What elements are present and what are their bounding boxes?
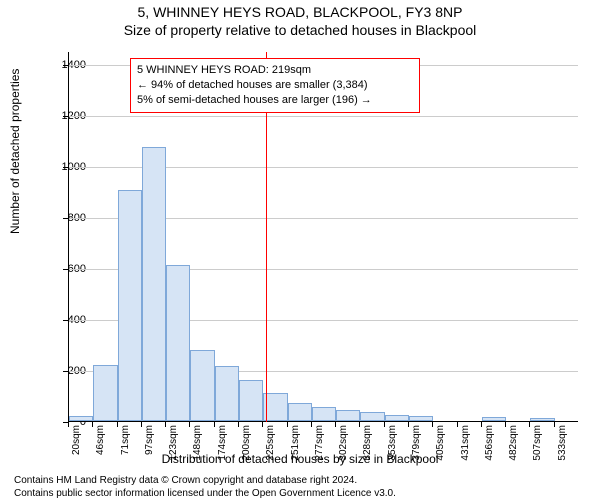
x-tick-label: 20sqm bbox=[71, 425, 82, 455]
histogram-bar bbox=[142, 147, 166, 421]
x-axis-label: Distribution of detached houses by size … bbox=[0, 452, 600, 466]
histogram-bar bbox=[312, 407, 336, 421]
footer-line-2: Contains public sector information licen… bbox=[14, 488, 396, 501]
histogram-bar bbox=[385, 415, 409, 421]
histogram-bar bbox=[215, 366, 239, 421]
footer-attribution: Contains HM Land Registry data © Crown c… bbox=[14, 475, 396, 500]
histogram-bar bbox=[118, 190, 142, 421]
y-axis-label: Number of detached properties bbox=[8, 69, 22, 234]
callout-line-2: ← 94% of detached houses are smaller (3,… bbox=[137, 78, 413, 93]
histogram-bar bbox=[482, 417, 506, 421]
histogram-bar bbox=[93, 365, 117, 421]
x-tick-label: 71sqm bbox=[120, 425, 131, 455]
histogram-bar bbox=[190, 350, 214, 421]
histogram-bar bbox=[360, 412, 384, 421]
page-title-subtitle: Size of property relative to detached ho… bbox=[0, 22, 600, 38]
page-title-address: 5, WHINNEY HEYS ROAD, BLACKPOOL, FY3 8NP bbox=[0, 4, 600, 20]
histogram-bar bbox=[336, 410, 360, 421]
x-tick-label: 97sqm bbox=[144, 425, 155, 455]
histogram-bar bbox=[239, 380, 263, 421]
callout-line-3: 5% of semi-detached houses are larger (1… bbox=[137, 93, 413, 108]
histogram-bar bbox=[530, 418, 554, 421]
histogram-bar bbox=[263, 393, 287, 421]
property-callout-box: 5 WHINNEY HEYS ROAD: 219sqm ← 94% of det… bbox=[130, 58, 420, 113]
histogram-bar bbox=[409, 416, 433, 421]
x-tick-label: 46sqm bbox=[95, 425, 106, 455]
histogram-bar bbox=[288, 403, 312, 421]
footer-line-1: Contains HM Land Registry data © Crown c… bbox=[14, 475, 396, 488]
histogram-bar bbox=[69, 416, 93, 421]
histogram-bar bbox=[166, 265, 190, 421]
callout-line-1: 5 WHINNEY HEYS ROAD: 219sqm bbox=[137, 63, 413, 78]
